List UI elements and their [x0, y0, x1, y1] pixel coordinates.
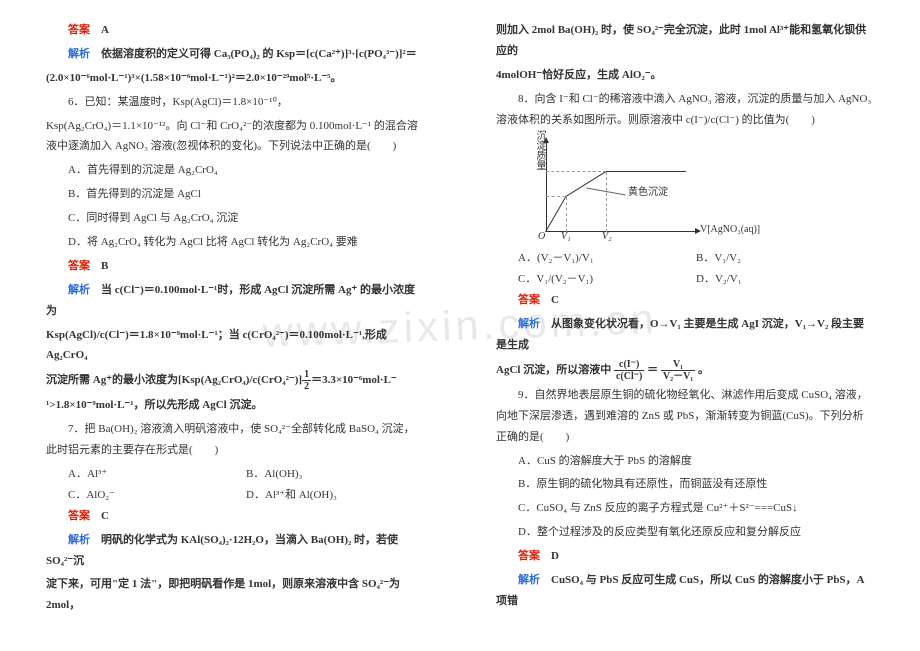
- frac-den: c(Cl⁻): [614, 371, 644, 382]
- q6-analysis-l3: 沉淀所需 Ag⁺的最小浓度为[Ksp(Ag₂CrO₄)/c(CrO₄²⁻)]12…: [46, 369, 424, 392]
- chart-xlabel: V[AgNO₃(aq)]: [700, 220, 760, 239]
- q9-optB: B．原生铜的硫化物具有还原性，而铜蓝没有还原性: [496, 474, 874, 495]
- q8-frac1: c(I⁻)c(Cl⁻): [614, 359, 644, 382]
- q8-stem: 8．向含 I⁻和 Cl⁻的稀溶液中滴入 AgNO₃ 溶液，沉淀的质量与加入 Ag…: [496, 89, 874, 131]
- left-column: 答案 A 解析 依据溶度积的定义可得 Ca₃(PO₄)₂ 的 Ksp＝[c(Ca…: [0, 0, 460, 651]
- answer-label: 答案: [68, 510, 90, 522]
- frac-num: 1: [302, 369, 311, 381]
- q6-analysis-text1: 当 c(Cl⁻)＝0.100mol·L⁻¹时，形成 AgCl 沉淀所需 Ag⁺ …: [46, 284, 415, 317]
- q5-analysis-text1: 依据溶度积的定义可得 Ca₃(PO₄)₂ 的 Ksp＝[c(Ca²⁺)]³·[c…: [101, 48, 417, 60]
- q6-ana-l3b: ＝3.3×10⁻⁶mol·L⁻: [311, 374, 397, 386]
- dash-h1: [546, 196, 566, 197]
- chart-v1: V₁: [561, 227, 571, 246]
- right-column: 则加入 2mol Ba(OH)₂ 时，使 SO₄²⁻完全沉淀，此时 1mol A…: [460, 0, 920, 651]
- q6-optB: B．首先得到的沉淀是 AgCl: [46, 184, 424, 205]
- q8-opt-row2: C．V₁/(V₂－V₁) D．V₂/V₁: [496, 269, 874, 290]
- q6-analysis-l2: Ksp(AgCl)/c(Cl⁻)＝1.8×10⁻⁹mol·L⁻¹；当 c(CrO…: [46, 325, 424, 367]
- frac-num: V₁: [661, 359, 695, 371]
- analysis-label: 解析: [518, 318, 540, 330]
- q7-optB: B．Al(OH)₃: [246, 464, 424, 485]
- q9-optC: C．CuSO₄ 与 ZnS 反应的离子方程式是 Cu²⁺＋S²⁻===CuS↓: [496, 498, 874, 519]
- frac-num: c(I⁻): [614, 359, 644, 371]
- q6-optA: A．首先得到的沉淀是 Ag₂CrO₄: [46, 160, 424, 181]
- q8-answer-text: C: [551, 294, 559, 306]
- q8-optD: D．V₂/V₁: [696, 269, 874, 290]
- q8-eq: ＝: [647, 364, 658, 376]
- q5-analysis-l2: (2.0×10⁻⁶mol·L⁻¹)³×(1.58×10⁻⁶mol·L⁻¹)²＝2…: [46, 68, 424, 89]
- q5-answer: 答案 A: [46, 20, 424, 41]
- q6-stem-l2: Ksp(Ag₂CrO₄)＝1.1×10⁻¹²。向 Cl⁻和 CrO₄²⁻的浓度都…: [46, 116, 424, 158]
- q8-optC: C．V₁/(V₂－V₁): [518, 269, 696, 290]
- q6-ana-frac: 12: [302, 369, 311, 392]
- q9-analysis-text1: CuSO₄ 与 PbS 反应可生成 CuS，所以 CuS 的溶解度小于 PbS，…: [496, 574, 864, 607]
- q6-optC: C．同时得到 AgCl 与 Ag₂CrO₄ 沉淀: [46, 208, 424, 229]
- q6-answer: 答案 B: [46, 256, 424, 277]
- q5-answer-text: A: [101, 24, 109, 36]
- q6-stem-l1: 6．已知：某温度时，Ksp(AgCl)＝1.8×10⁻¹⁰，: [46, 92, 424, 113]
- dash-v2: [606, 172, 607, 232]
- q8-frac2: V₁V₂－V₁: [661, 359, 695, 382]
- q7-stem: 7．把 Ba(OH)₂ 溶液滴入明矾溶液中，使 SO₄²⁻全部转化成 BaSO₄…: [46, 419, 424, 461]
- q9-stem: 9．自然界地表层原生铜的硫化物经氧化、淋滤作用后变成 CuSO₄ 溶液，向地下深…: [496, 385, 874, 448]
- q6-optD: D．将 Ag₂CrO₄ 转化为 AgCl 比将 AgCl 转化为 Ag₂CrO₄…: [46, 232, 424, 253]
- q7-answer: 答案 C: [46, 506, 424, 527]
- q7-optA: A．Al³⁺: [68, 464, 246, 485]
- q7-analysis-l1: 解析 明矾的化学式为 KAl(SO₄)₂·12H₂O，当滴入 Ba(OH)₂ 时…: [46, 530, 424, 572]
- answer-label: 答案: [68, 24, 90, 36]
- q6-analysis-l1: 解析 当 c(Cl⁻)＝0.100mol·L⁻¹时，形成 AgCl 沉淀所需 A…: [46, 280, 424, 322]
- q9-answer-text: D: [551, 550, 559, 562]
- q8-analysis-l1: 解析 从图象变化状况看，O→V₁ 主要是生成 AgI 沉淀，V₁→V₂ 段主要是…: [496, 314, 874, 356]
- q8-analysis-l2: AgCl 沉淀，所以溶液中 c(I⁻)c(Cl⁻) ＝ V₁V₂－V₁ 。: [496, 359, 874, 382]
- chart-ylabel: 沉淀质量: [530, 130, 549, 170]
- q7-optD: D．Al³⁺和 Al(OH)₃: [246, 485, 424, 506]
- q6-ana-l3a: 沉淀所需 Ag⁺的最小浓度为[Ksp(Ag₂CrO₄)/c(CrO₄²⁻)]: [46, 374, 302, 386]
- q7-opt-row1: A．Al³⁺ B．Al(OH)₃: [46, 464, 424, 485]
- q7-cont-l1: 则加入 2mol Ba(OH)₂ 时，使 SO₄²⁻完全沉淀，此时 1mol A…: [496, 20, 874, 62]
- answer-label: 答案: [518, 294, 540, 306]
- dash-h2: [546, 171, 606, 172]
- q9-optA: A．CuS 的溶解度大于 PbS 的溶解度: [496, 451, 874, 472]
- q7-opt-row2: C．AlO₂⁻ D．Al³⁺和 Al(OH)₃: [46, 485, 424, 506]
- q7-cont-l2: 4molOH⁻恰好反应，生成 AlO₂⁻。: [496, 65, 874, 86]
- q8-chart: 沉淀质量 O V₁ V₂ V[AgNO₃(aq)] 黄色沉淀: [536, 134, 756, 244]
- analysis-label: 解析: [68, 534, 90, 546]
- q7-optC: C．AlO₂⁻: [68, 485, 246, 506]
- chart-v2: V₂: [602, 227, 612, 246]
- curve-seg2: [565, 171, 606, 197]
- chart-anno-text: 黄色沉淀: [628, 183, 668, 202]
- q9-answer: 答案 D: [496, 546, 874, 567]
- q7-analysis-l2: 淀下来，可用"定 1 法"，即把明矾看作是 1mol，则原来溶液中含 SO₄²⁻…: [46, 574, 424, 616]
- q6-answer-text: B: [101, 260, 108, 272]
- q7-analysis-text1: 明矾的化学式为 KAl(SO₄)₂·12H₂O，当滴入 Ba(OH)₂ 时，若使…: [46, 534, 398, 567]
- analysis-label: 解析: [518, 574, 540, 586]
- q8-optA: A．(V₂－V₁)/V₁: [518, 248, 696, 269]
- q9-analysis-l1: 解析 CuSO₄ 与 PbS 反应可生成 CuS，所以 CuS 的溶解度小于 P…: [496, 570, 874, 612]
- q9-optD: D．整个过程涉及的反应类型有氧化还原反应和复分解反应: [496, 522, 874, 543]
- chart-curve: [546, 142, 696, 232]
- q6-analysis-l4: ¹>1.8×10⁻⁹mol·L⁻¹，所以先形成 AgCl 沉淀。: [46, 395, 424, 416]
- chart-origin: O: [538, 227, 545, 246]
- frac-den: V₂－V₁: [661, 371, 695, 382]
- answer-label: 答案: [68, 260, 90, 272]
- q8-analysis-text1: 从图象变化状况看，O→V₁ 主要是生成 AgI 沉淀，V₁→V₂ 段主要是生成: [496, 318, 864, 351]
- q7-answer-text: C: [101, 510, 109, 522]
- analysis-label: 解析: [68, 284, 90, 296]
- frac-den: 2: [302, 381, 311, 392]
- q8-answer: 答案 C: [496, 290, 874, 311]
- q8-ana-l2a: AgCl 沉淀，所以溶液中: [496, 364, 611, 376]
- q8-optB: B．V₁/V₂: [696, 248, 874, 269]
- answer-label: 答案: [518, 550, 540, 562]
- q5-analysis-l1: 解析 依据溶度积的定义可得 Ca₃(PO₄)₂ 的 Ksp＝[c(Ca²⁺)]³…: [46, 44, 424, 65]
- analysis-label: 解析: [68, 48, 90, 60]
- q8-opt-row1: A．(V₂－V₁)/V₁ B．V₁/V₂: [496, 248, 874, 269]
- q8-ana-l2b: 。: [698, 364, 709, 376]
- curve-seg3: [606, 171, 686, 172]
